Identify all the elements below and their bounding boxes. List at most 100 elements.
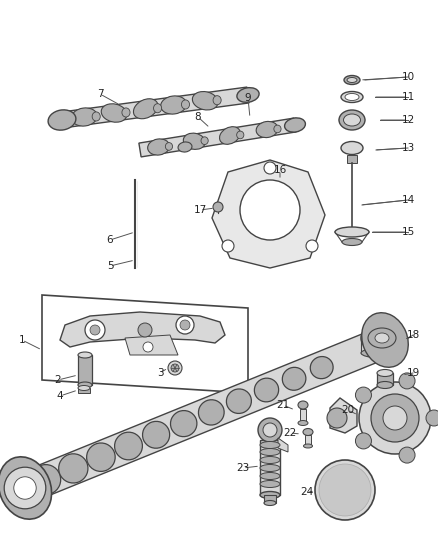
Ellipse shape xyxy=(260,481,280,488)
Ellipse shape xyxy=(92,112,100,121)
Ellipse shape xyxy=(298,421,308,425)
Text: 14: 14 xyxy=(401,195,415,205)
Ellipse shape xyxy=(260,472,280,480)
Text: 18: 18 xyxy=(406,330,420,340)
Polygon shape xyxy=(330,398,357,433)
Text: 3: 3 xyxy=(157,368,163,378)
Circle shape xyxy=(383,406,407,430)
Circle shape xyxy=(399,447,415,463)
Circle shape xyxy=(90,325,100,335)
Ellipse shape xyxy=(377,369,393,376)
Polygon shape xyxy=(60,312,225,347)
Circle shape xyxy=(143,342,153,352)
Ellipse shape xyxy=(254,378,279,402)
Text: 8: 8 xyxy=(194,112,201,122)
Ellipse shape xyxy=(344,76,360,85)
Ellipse shape xyxy=(377,382,393,389)
Text: 17: 17 xyxy=(193,205,207,215)
Ellipse shape xyxy=(101,104,127,122)
Ellipse shape xyxy=(285,118,305,132)
Circle shape xyxy=(399,373,415,389)
Polygon shape xyxy=(42,295,248,393)
Text: 20: 20 xyxy=(342,405,355,415)
Ellipse shape xyxy=(78,352,92,358)
Text: 12: 12 xyxy=(401,115,415,125)
Ellipse shape xyxy=(264,500,276,505)
Text: 4: 4 xyxy=(57,391,64,401)
Polygon shape xyxy=(139,118,296,157)
Ellipse shape xyxy=(226,389,251,414)
Ellipse shape xyxy=(198,400,224,425)
Ellipse shape xyxy=(161,96,187,114)
Ellipse shape xyxy=(71,108,97,126)
Bar xyxy=(300,409,306,423)
Circle shape xyxy=(319,464,371,516)
Ellipse shape xyxy=(201,137,208,144)
Ellipse shape xyxy=(375,333,389,343)
Ellipse shape xyxy=(260,491,280,498)
Circle shape xyxy=(306,240,318,252)
Bar xyxy=(264,495,276,503)
Text: 21: 21 xyxy=(276,400,290,410)
Ellipse shape xyxy=(166,143,173,150)
Ellipse shape xyxy=(213,95,221,105)
Polygon shape xyxy=(61,87,249,128)
Ellipse shape xyxy=(274,125,281,133)
Circle shape xyxy=(213,202,223,212)
Ellipse shape xyxy=(260,448,280,456)
Circle shape xyxy=(4,467,46,509)
Polygon shape xyxy=(125,335,178,355)
Text: 2: 2 xyxy=(55,375,61,385)
Ellipse shape xyxy=(184,133,205,149)
Ellipse shape xyxy=(192,92,218,110)
Ellipse shape xyxy=(341,141,363,155)
Bar xyxy=(78,355,92,385)
Text: 7: 7 xyxy=(97,89,103,99)
Bar xyxy=(377,373,393,385)
Ellipse shape xyxy=(347,77,357,83)
Text: 1: 1 xyxy=(19,335,25,345)
Ellipse shape xyxy=(154,103,162,113)
Ellipse shape xyxy=(78,385,90,391)
Ellipse shape xyxy=(115,432,142,460)
Bar xyxy=(78,388,90,393)
Ellipse shape xyxy=(170,410,197,437)
Circle shape xyxy=(138,323,152,337)
Ellipse shape xyxy=(298,401,308,409)
Circle shape xyxy=(327,408,347,428)
Ellipse shape xyxy=(260,441,280,448)
Text: 24: 24 xyxy=(300,487,314,497)
Ellipse shape xyxy=(181,100,190,109)
Ellipse shape xyxy=(219,127,240,144)
Ellipse shape xyxy=(31,465,61,495)
Ellipse shape xyxy=(256,122,278,138)
Text: 15: 15 xyxy=(401,227,415,237)
Circle shape xyxy=(14,477,36,499)
Ellipse shape xyxy=(260,464,280,472)
Ellipse shape xyxy=(260,456,280,464)
Bar xyxy=(347,155,357,163)
Ellipse shape xyxy=(283,367,306,390)
Polygon shape xyxy=(278,438,288,452)
Text: 23: 23 xyxy=(237,463,250,473)
Ellipse shape xyxy=(345,93,359,101)
Ellipse shape xyxy=(343,114,360,126)
Ellipse shape xyxy=(362,313,408,367)
Text: 16: 16 xyxy=(273,165,286,175)
Ellipse shape xyxy=(342,238,362,246)
Circle shape xyxy=(176,316,194,334)
Ellipse shape xyxy=(335,227,369,237)
Ellipse shape xyxy=(361,323,403,353)
Polygon shape xyxy=(212,160,325,268)
Circle shape xyxy=(258,418,282,442)
Bar xyxy=(260,440,280,495)
Ellipse shape xyxy=(134,99,158,119)
Bar xyxy=(305,435,311,446)
Text: 13: 13 xyxy=(401,143,415,153)
Circle shape xyxy=(359,382,431,454)
Circle shape xyxy=(356,387,371,403)
Ellipse shape xyxy=(87,443,115,471)
Ellipse shape xyxy=(310,357,333,378)
Ellipse shape xyxy=(368,328,396,348)
Text: 5: 5 xyxy=(107,261,113,271)
